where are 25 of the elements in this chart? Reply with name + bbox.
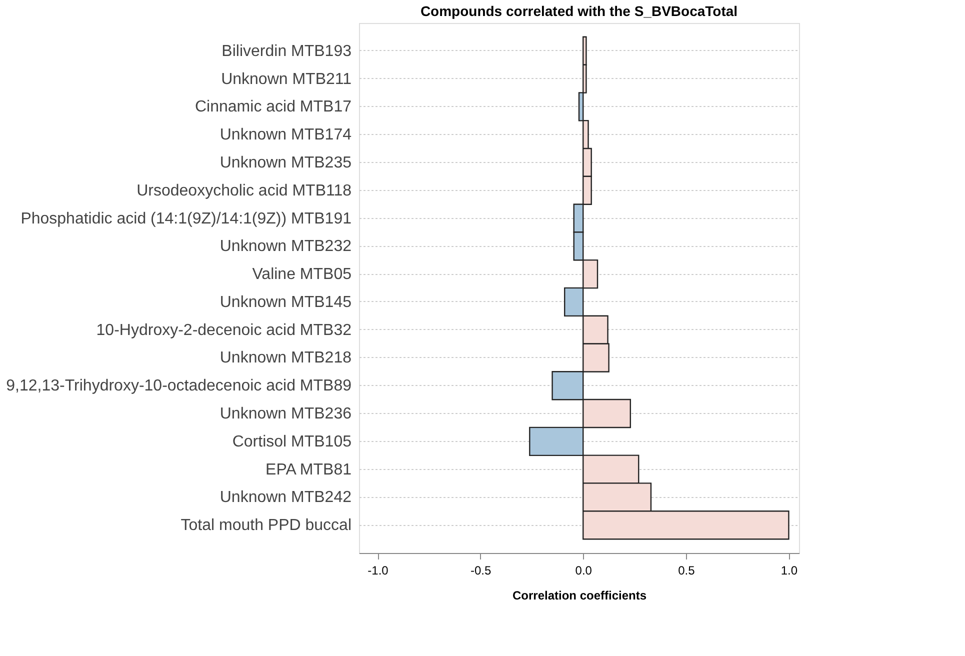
y-tick-label: Unknown MTB236: [220, 406, 352, 423]
y-tick-label: 9,12,13-Trihydroxy-10-octadecenoic acid MTB89: [6, 378, 352, 395]
y-tick-label: Cinnamic acid MTB17: [195, 98, 352, 116]
x-tick-label: -0.5: [470, 564, 492, 578]
y-tick-label: Unknown MTB235: [220, 154, 352, 172]
x-tick-label: -1.0: [368, 564, 389, 578]
y-tick-label: Total mouth PPD buccal: [180, 517, 352, 534]
y-tick-label: Unknown MTB174: [220, 126, 352, 144]
x-tick-label: 0.5: [678, 564, 696, 578]
x-tick-label: 1.0: [780, 564, 798, 578]
y-tick-label: Cortisol MTB105: [232, 433, 352, 450]
x-axis-title: Correlation coefficients: [512, 588, 647, 602]
y-tick-label: Unknown MTB211: [221, 70, 352, 88]
y-tick-label: 10-Hydroxy-2-decenoic acid MTB32: [96, 322, 352, 339]
y-tick-label: Unknown MTB218: [220, 350, 352, 367]
y-tick-label: Phosphatidic acid (14:1(9Z)/14:1(9Z)) MTB191: [20, 210, 352, 228]
chart-title: Compounds correlated with the S_BVBocaTotal: [420, 3, 738, 19]
y-tick-label: Biliverdin MTB193: [222, 42, 352, 60]
y-tick-label: Unknown MTB242: [220, 489, 352, 506]
y-tick-label: Unknown MTB145: [220, 294, 352, 311]
y-tick-label: Unknown MTB232: [220, 238, 352, 256]
y-tick-label: Valine MTB05: [252, 266, 352, 284]
x-tick-label: 0.0: [575, 564, 592, 578]
y-tick-label: EPA MTB81: [266, 461, 352, 478]
y-tick-label: Ursodeoxycholic acid MTB118: [136, 182, 352, 200]
